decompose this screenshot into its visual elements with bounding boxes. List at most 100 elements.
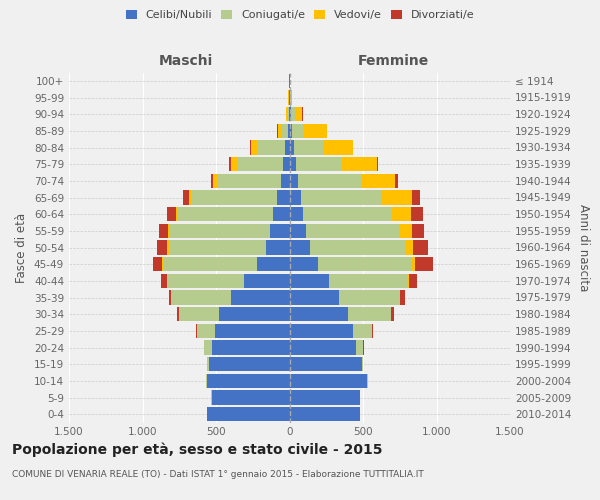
Bar: [178, 207, 274, 221]
Bar: [406, 240, 413, 254]
Bar: [290, 157, 296, 171]
Bar: [244, 274, 290, 288]
Bar: [290, 240, 310, 254]
Bar: [290, 324, 353, 338]
Bar: [290, 174, 298, 188]
Bar: [290, 207, 304, 221]
Bar: [213, 174, 217, 188]
Bar: [323, 140, 353, 154]
Bar: [153, 257, 162, 271]
Bar: [169, 290, 172, 304]
Bar: [362, 357, 363, 371]
Bar: [197, 324, 215, 338]
Bar: [413, 240, 428, 254]
Bar: [395, 174, 398, 188]
Bar: [215, 324, 290, 338]
Text: COMUNE DI VENARIA REALE (TO) - Dati ISTAT 1° gennaio 2015 - Elaborazione TUTTITA: COMUNE DI VENARIA REALE (TO) - Dati ISTA…: [12, 470, 424, 479]
Bar: [296, 157, 341, 171]
Bar: [158, 224, 168, 238]
Bar: [290, 357, 362, 371]
Bar: [289, 107, 290, 121]
Bar: [290, 124, 292, 138]
Text: Popolazione per età, sesso e stato civile - 2015: Popolazione per età, sesso e stato civil…: [12, 442, 383, 457]
Bar: [230, 157, 238, 171]
Bar: [277, 190, 290, 204]
Bar: [251, 140, 257, 154]
Bar: [304, 124, 327, 138]
Bar: [400, 290, 405, 304]
Bar: [348, 307, 391, 322]
Bar: [266, 240, 290, 254]
Bar: [169, 240, 266, 254]
Bar: [157, 240, 167, 254]
Bar: [172, 290, 230, 304]
Bar: [189, 190, 192, 204]
Bar: [168, 224, 170, 238]
Bar: [229, 157, 230, 171]
Bar: [340, 290, 400, 304]
Bar: [290, 107, 295, 121]
Bar: [286, 107, 287, 121]
Bar: [204, 340, 212, 354]
Bar: [391, 307, 394, 322]
Bar: [167, 207, 176, 221]
Bar: [219, 307, 290, 322]
Bar: [372, 324, 373, 338]
Bar: [250, 140, 251, 154]
Bar: [179, 307, 219, 322]
Bar: [290, 374, 367, 388]
Bar: [285, 140, 290, 154]
Bar: [230, 290, 290, 304]
Bar: [318, 257, 412, 271]
Text: Maschi: Maschi: [159, 54, 213, 68]
Bar: [176, 207, 178, 221]
Bar: [257, 257, 290, 271]
Bar: [281, 174, 290, 188]
Bar: [411, 207, 422, 221]
Bar: [290, 290, 340, 304]
Bar: [162, 257, 163, 271]
Bar: [329, 274, 407, 288]
Bar: [207, 407, 290, 421]
Bar: [290, 340, 356, 354]
Bar: [207, 357, 209, 371]
Bar: [287, 107, 289, 121]
Bar: [212, 340, 290, 354]
Bar: [290, 190, 301, 204]
Bar: [415, 257, 433, 271]
Bar: [290, 390, 360, 404]
Bar: [407, 274, 409, 288]
Bar: [211, 174, 213, 188]
Bar: [356, 340, 363, 354]
Bar: [301, 190, 382, 204]
Bar: [183, 190, 189, 204]
Bar: [310, 240, 406, 254]
Bar: [170, 224, 271, 238]
Bar: [290, 307, 348, 322]
Bar: [288, 124, 290, 138]
Bar: [290, 407, 360, 421]
Bar: [304, 207, 392, 221]
Bar: [167, 274, 244, 288]
Bar: [290, 257, 318, 271]
Bar: [167, 240, 169, 254]
Bar: [274, 207, 290, 221]
Bar: [291, 90, 292, 104]
Bar: [278, 124, 281, 138]
Bar: [341, 157, 377, 171]
Bar: [412, 190, 421, 204]
Y-axis label: Anni di nascita: Anni di nascita: [577, 204, 590, 291]
Bar: [281, 124, 288, 138]
Bar: [238, 157, 283, 171]
Bar: [294, 140, 323, 154]
Bar: [298, 174, 362, 188]
Y-axis label: Fasce di età: Fasce di età: [16, 212, 28, 282]
Legend: Celibi/Nubili, Coniugati/e, Vedovi/e, Divorziati/e: Celibi/Nubili, Coniugati/e, Vedovi/e, Di…: [121, 6, 479, 25]
Bar: [392, 207, 411, 221]
Bar: [412, 257, 415, 271]
Bar: [382, 190, 412, 204]
Bar: [163, 257, 257, 271]
Bar: [283, 157, 290, 171]
Bar: [290, 90, 291, 104]
Bar: [209, 357, 290, 371]
